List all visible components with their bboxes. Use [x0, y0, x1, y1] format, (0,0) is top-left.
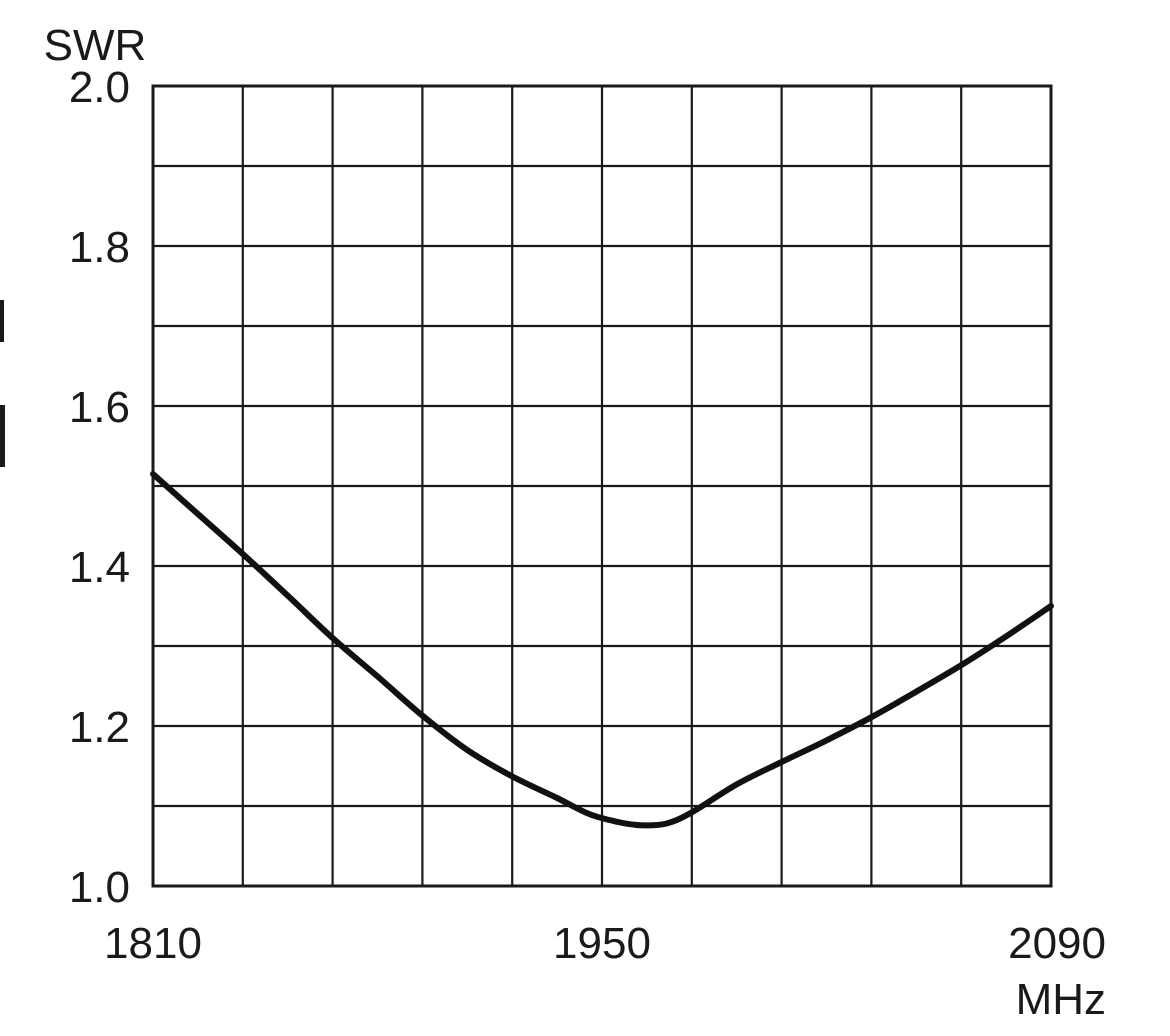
y-tick-labels: 1.0 1.2 1.4 1.6 1.8 2.0 — [69, 63, 130, 912]
y-axis-title: SWR — [44, 21, 147, 70]
y-tick-label: 1.4 — [69, 543, 130, 592]
y-tick-label: 1.6 — [69, 383, 130, 432]
cropped-edge-mark-bottom — [0, 405, 5, 467]
series-layer — [150, 471, 1054, 829]
x-tick-labels: 1810 1950 2090 — [104, 919, 1106, 968]
y-tick-label: 1.8 — [69, 223, 130, 272]
x-tick-label: 2090 — [1008, 919, 1106, 968]
swr-curve — [150, 471, 1054, 829]
x-tick-label: 1950 — [553, 919, 651, 968]
cropped-edge-mark-top — [0, 300, 4, 342]
y-tick-label: 1.2 — [69, 703, 130, 752]
y-tick-label: 2.0 — [69, 63, 130, 112]
plot-frame — [151, 84, 1053, 888]
grid — [151, 84, 1053, 888]
x-tick-label: 1810 — [104, 919, 202, 968]
y-tick-label: 1.0 — [69, 863, 130, 912]
x-axis-title: MHz — [1016, 975, 1106, 1024]
